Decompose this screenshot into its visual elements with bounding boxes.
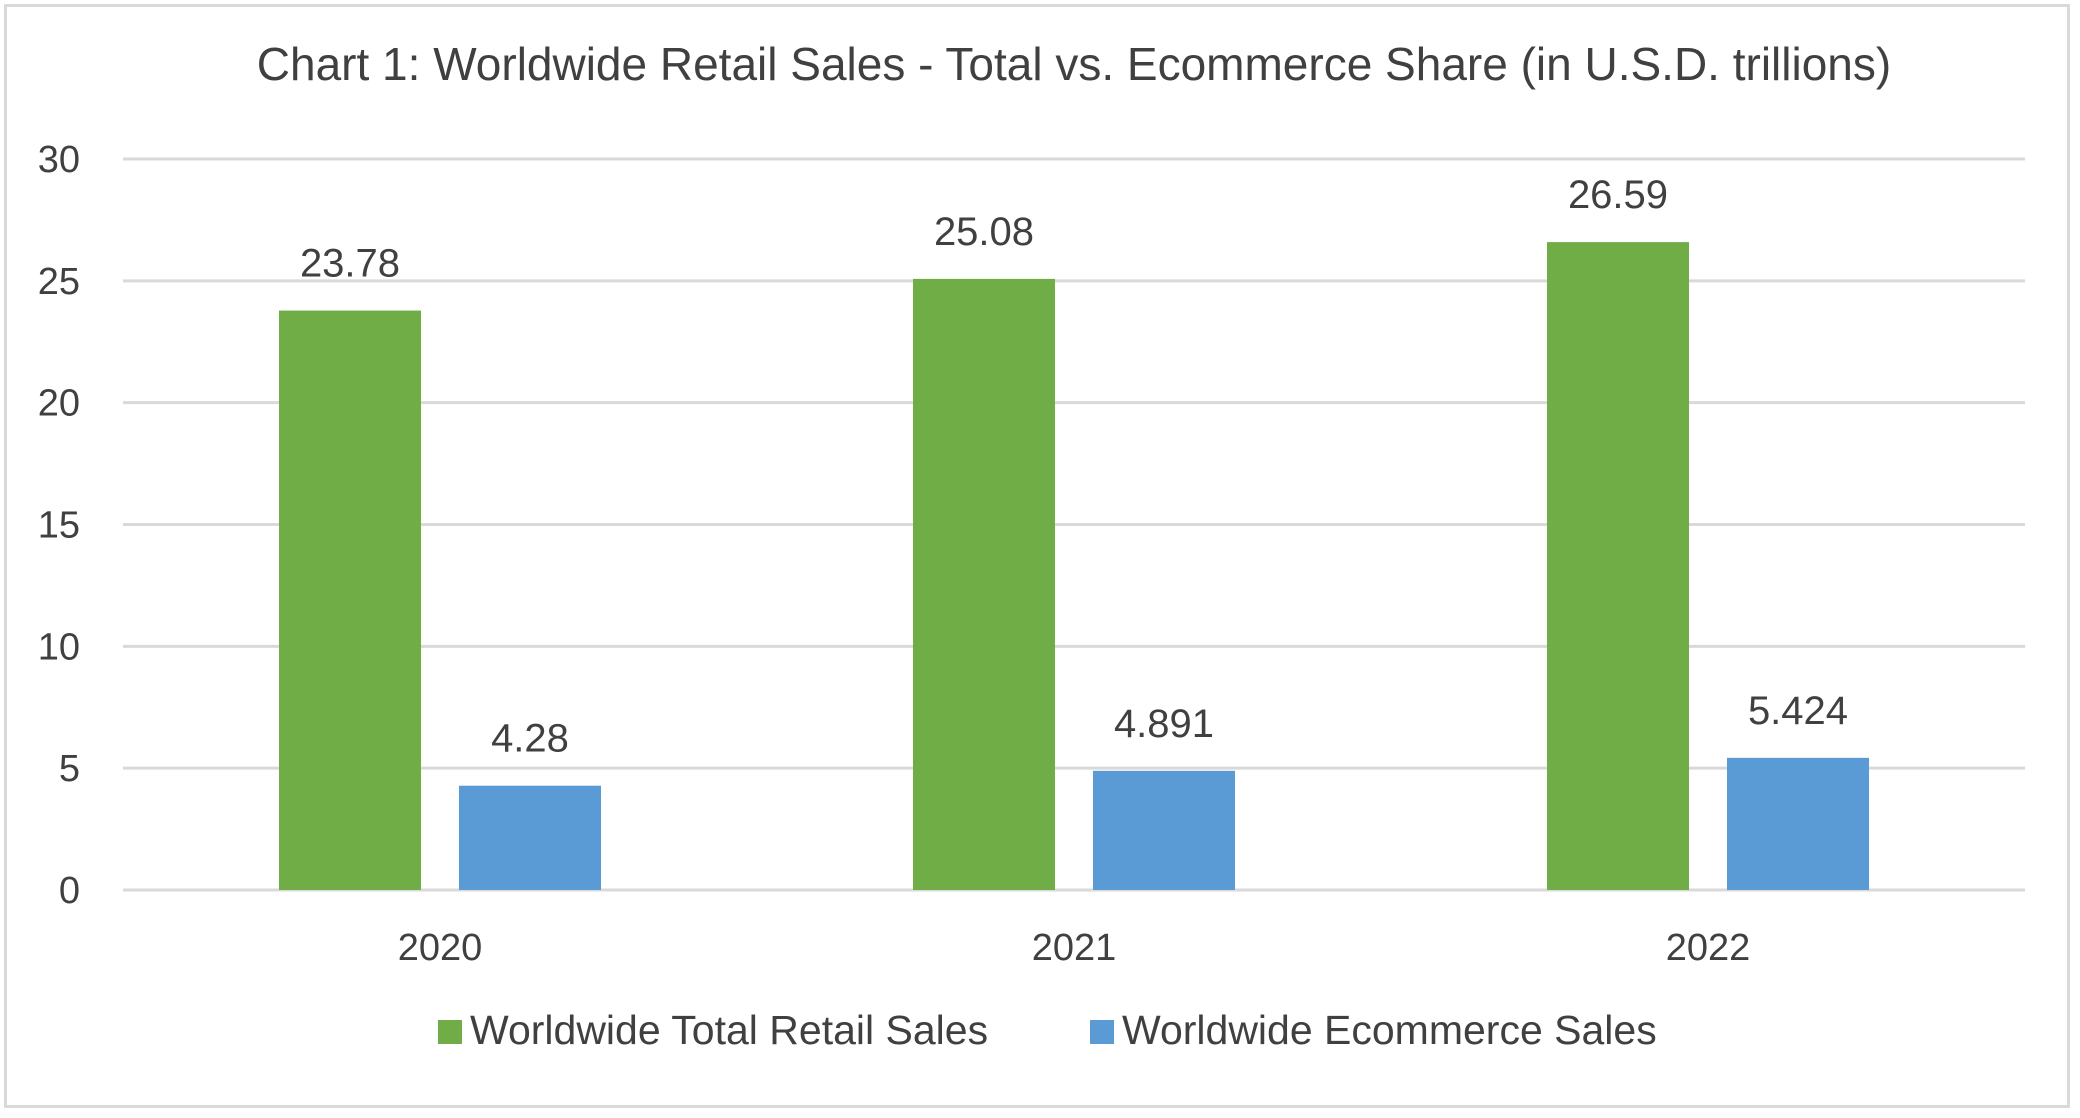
- legend-swatch: [438, 1020, 462, 1044]
- data-label-worldwide-total-retail-sales-2021: 25.08: [934, 210, 1034, 254]
- data-label-worldwide-ecommerce-sales-2020: 4.28: [491, 717, 569, 761]
- y-tick-label: 30: [38, 139, 80, 181]
- x-tick-label: 2022: [1666, 927, 1751, 969]
- legend-label: Worldwide Ecommerce Sales: [1122, 1007, 1657, 1053]
- data-label-worldwide-ecommerce-sales-2022: 5.424: [1748, 689, 1848, 733]
- bar-worldwide-ecommerce-sales-2020: [459, 785, 601, 890]
- bar-worldwide-total-retail-sales-2022: [1547, 242, 1689, 890]
- chart-title: Chart 1: Worldwide Retail Sales - Total …: [257, 38, 1891, 90]
- data-label-worldwide-total-retail-sales-2020: 23.78: [300, 242, 400, 286]
- bar-worldwide-total-retail-sales-2020: [279, 310, 421, 890]
- legend-label: Worldwide Total Retail Sales: [470, 1007, 988, 1053]
- bar-worldwide-ecommerce-sales-2022: [1727, 757, 1869, 890]
- x-axis-ticks: 2020 2021 2022: [398, 927, 1751, 969]
- y-tick-label: 0: [59, 870, 80, 912]
- y-tick-label: 10: [38, 626, 80, 668]
- bars: [279, 242, 1869, 890]
- legend: Worldwide Total Retail Sales Worldwide Ec…: [438, 1007, 1657, 1053]
- legend-swatch: [1090, 1020, 1114, 1044]
- bar-worldwide-ecommerce-sales-2021: [1093, 770, 1235, 890]
- y-axis-ticks: 0 5 10 15 20 25 30: [38, 139, 80, 912]
- x-tick-label: 2020: [398, 927, 483, 969]
- y-tick-label: 20: [38, 383, 80, 425]
- y-tick-label: 5: [59, 748, 80, 790]
- data-labels: 23.78 4.28 25.08 4.891 26.59 5.424: [300, 173, 1848, 761]
- data-label-worldwide-total-retail-sales-2022: 26.59: [1568, 173, 1668, 217]
- data-label-worldwide-ecommerce-sales-2021: 4.891: [1114, 702, 1214, 746]
- y-tick-label: 15: [38, 505, 80, 547]
- y-tick-label: 25: [38, 261, 80, 303]
- gridlines: [123, 157, 2025, 892]
- bar-worldwide-total-retail-sales-2021: [913, 278, 1055, 890]
- x-tick-label: 2021: [1032, 927, 1117, 969]
